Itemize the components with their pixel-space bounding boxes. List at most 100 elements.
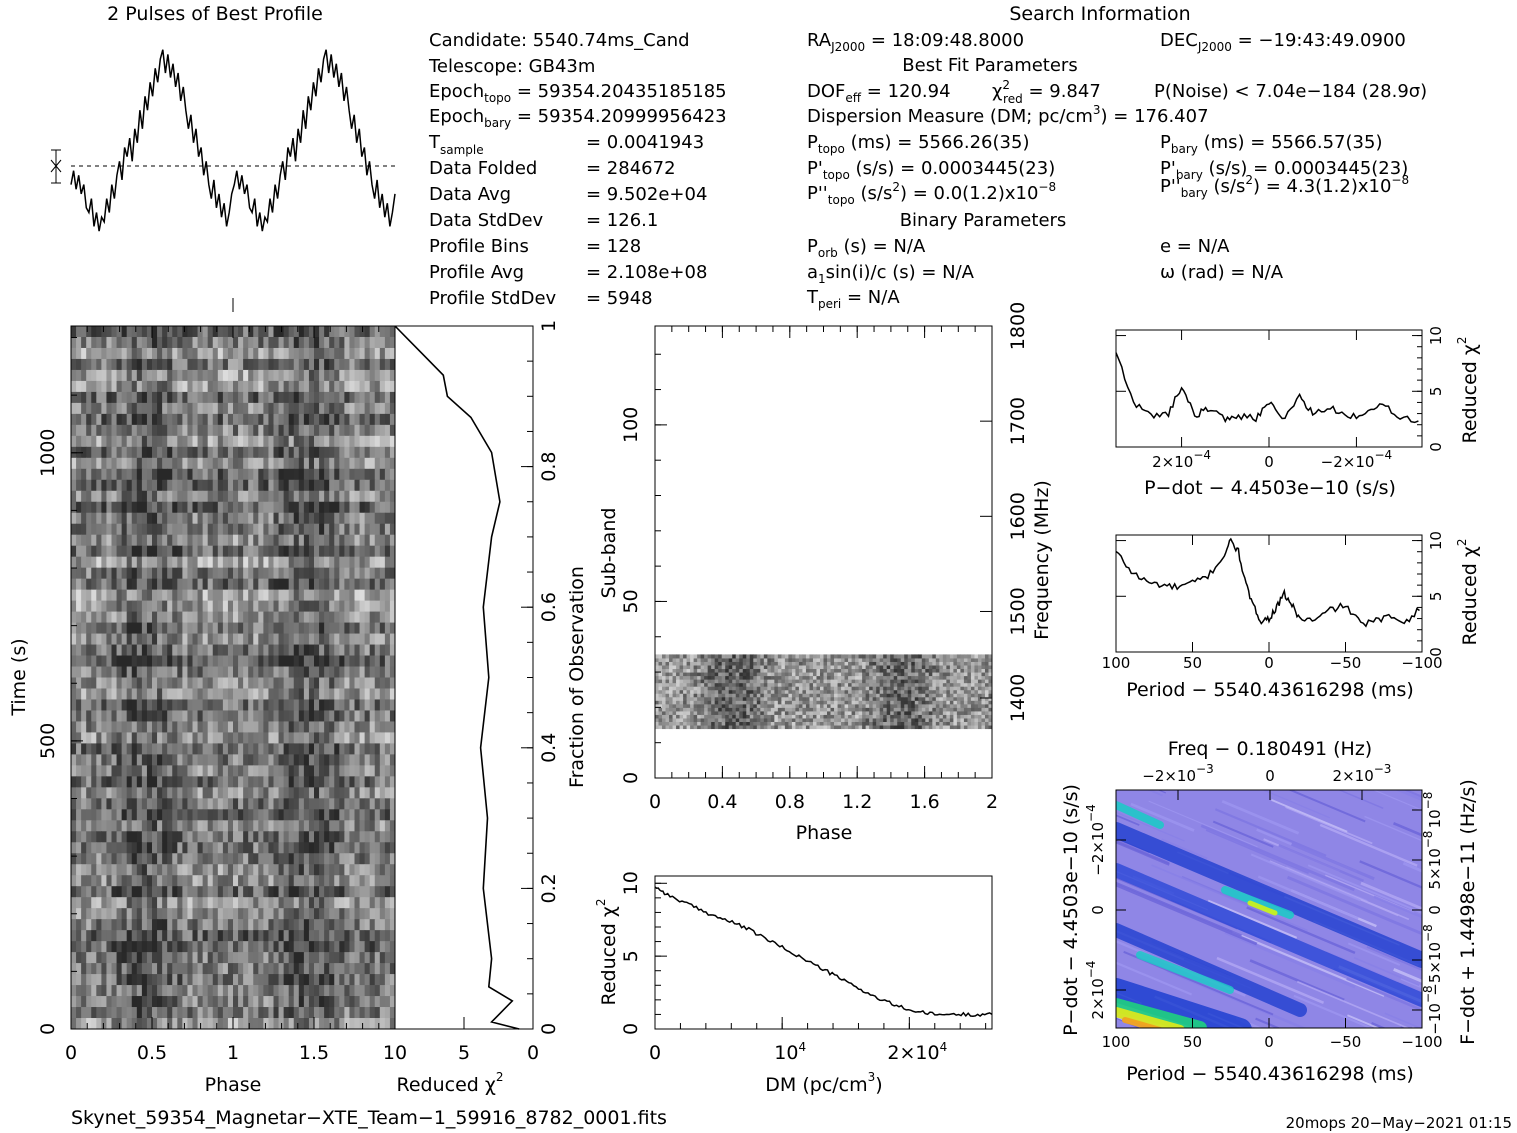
time-phase-cell: [212, 589, 219, 602]
time-phase-cell: [349, 919, 356, 931]
time-phase-cell: [268, 754, 275, 766]
time-phase-cell: [258, 710, 264, 723]
time-phase-cell: [106, 864, 113, 876]
time-phase-cell: [344, 886, 351, 898]
time-phase-cell: [152, 545, 158, 558]
time-phase-cell: [121, 963, 128, 975]
time-phase-cell: [293, 809, 300, 821]
time-phase-cell: [253, 974, 259, 986]
time-phase-cell: [354, 864, 361, 876]
time-phase-cell: [248, 809, 254, 821]
subband-cell: [665, 703, 670, 708]
time-phase-cell: [136, 534, 143, 547]
time-phase-cell: [86, 501, 92, 514]
time-phase-cell: [349, 930, 356, 942]
subband-cell: [676, 721, 681, 726]
time-phase-cell: [379, 413, 386, 426]
time-phase-cell: [136, 963, 143, 975]
time-phase-cell: [344, 424, 351, 437]
time-phase-cell: [293, 710, 300, 723]
time-phase-cell: [101, 710, 108, 723]
subband-cell: [809, 717, 814, 722]
time-phase-cell: [278, 413, 285, 426]
subband-cell: [697, 707, 702, 712]
time-phase-cell: [384, 336, 391, 349]
time-phase-cell: [314, 941, 320, 953]
time-phase-cell: [136, 600, 143, 613]
time-phase-cell: [298, 820, 305, 832]
time-phase-cell: [222, 457, 229, 470]
time-phase-cell: [157, 589, 163, 602]
time-phase-cell: [152, 347, 158, 360]
time-phase-cell: [136, 919, 143, 931]
time-phase-cell: [354, 908, 361, 920]
subband-cell: [781, 721, 786, 726]
time-phase-cell: [268, 831, 275, 843]
time-phase-cell: [227, 765, 234, 777]
time-phase-cell: [172, 446, 178, 459]
time-phase-cell: [273, 985, 280, 997]
time-phase-cell: [157, 523, 163, 536]
time-phase-cell: [364, 930, 371, 942]
time-phase-cell: [324, 941, 330, 953]
time-phase-cell: [293, 633, 300, 646]
time-phase-cell: [273, 490, 280, 503]
time-phase-cell: [329, 765, 335, 777]
time-phase-cell: [258, 875, 264, 887]
time-phase-cell: [157, 974, 163, 986]
time-phase-cell: [207, 358, 214, 371]
time-phase-cell: [96, 556, 102, 569]
time-phase-cell: [243, 666, 249, 679]
time-phase-cell: [222, 369, 229, 382]
time-phase-cell: [192, 710, 199, 723]
subband-cell: [904, 725, 909, 730]
time-phase-cell: [86, 622, 92, 635]
subband-cell: [753, 703, 758, 708]
time-phase-cell: [167, 688, 173, 701]
subband-cell: [662, 714, 667, 719]
time-phase-cell: [217, 391, 224, 404]
subband-cell: [763, 721, 768, 726]
subband-cell: [812, 725, 817, 730]
time-phase-cell: [177, 974, 183, 986]
time-phase-cell: [319, 798, 325, 810]
time-phase-cell: [374, 853, 381, 865]
time-phase-cell: [192, 358, 199, 371]
time-phase-cell: [278, 732, 285, 744]
time-phase-cell: [339, 600, 345, 613]
time-phase-cell: [278, 886, 285, 898]
subband-cell: [928, 707, 933, 712]
time-phase-cell: [121, 765, 128, 777]
time-phase-cell: [248, 326, 254, 338]
time-phase-cell: [182, 688, 189, 701]
time-phase-cell: [278, 985, 285, 997]
time-phase-cell: [121, 875, 128, 887]
time-phase-cell: [369, 369, 376, 382]
time-phase-cell: [283, 699, 290, 712]
subband-cell: [819, 700, 824, 705]
time-phase-cell: [233, 985, 239, 997]
time-phase-cell: [172, 1018, 178, 1029]
time-phase-cell: [374, 754, 381, 766]
time-phase-cell: [369, 842, 376, 854]
time-phase-cell: [81, 985, 87, 997]
time-phase-cell: [288, 567, 295, 580]
time-phase-cell: [146, 1007, 153, 1019]
time-phase-cell: [263, 490, 270, 503]
time-phase-cell: [136, 347, 143, 360]
time-phase-cell: [202, 721, 209, 734]
time-phase-cell: [101, 1018, 108, 1029]
time-phase-cell: [177, 952, 183, 964]
subband-cell: [742, 707, 747, 712]
time-phase-cell: [314, 721, 320, 734]
time-phase-cell: [324, 820, 330, 832]
time-phase-cell: [253, 468, 259, 481]
time-phase-cell: [303, 853, 310, 865]
time-phase-cell: [334, 820, 340, 832]
time-phase-cell: [344, 391, 351, 404]
time-phase-cell: [354, 468, 361, 481]
time-phase-cell: [334, 677, 340, 690]
time-phase-cell: [86, 886, 92, 898]
time-phase-cell: [379, 677, 386, 690]
time-phase-cell: [111, 611, 118, 624]
